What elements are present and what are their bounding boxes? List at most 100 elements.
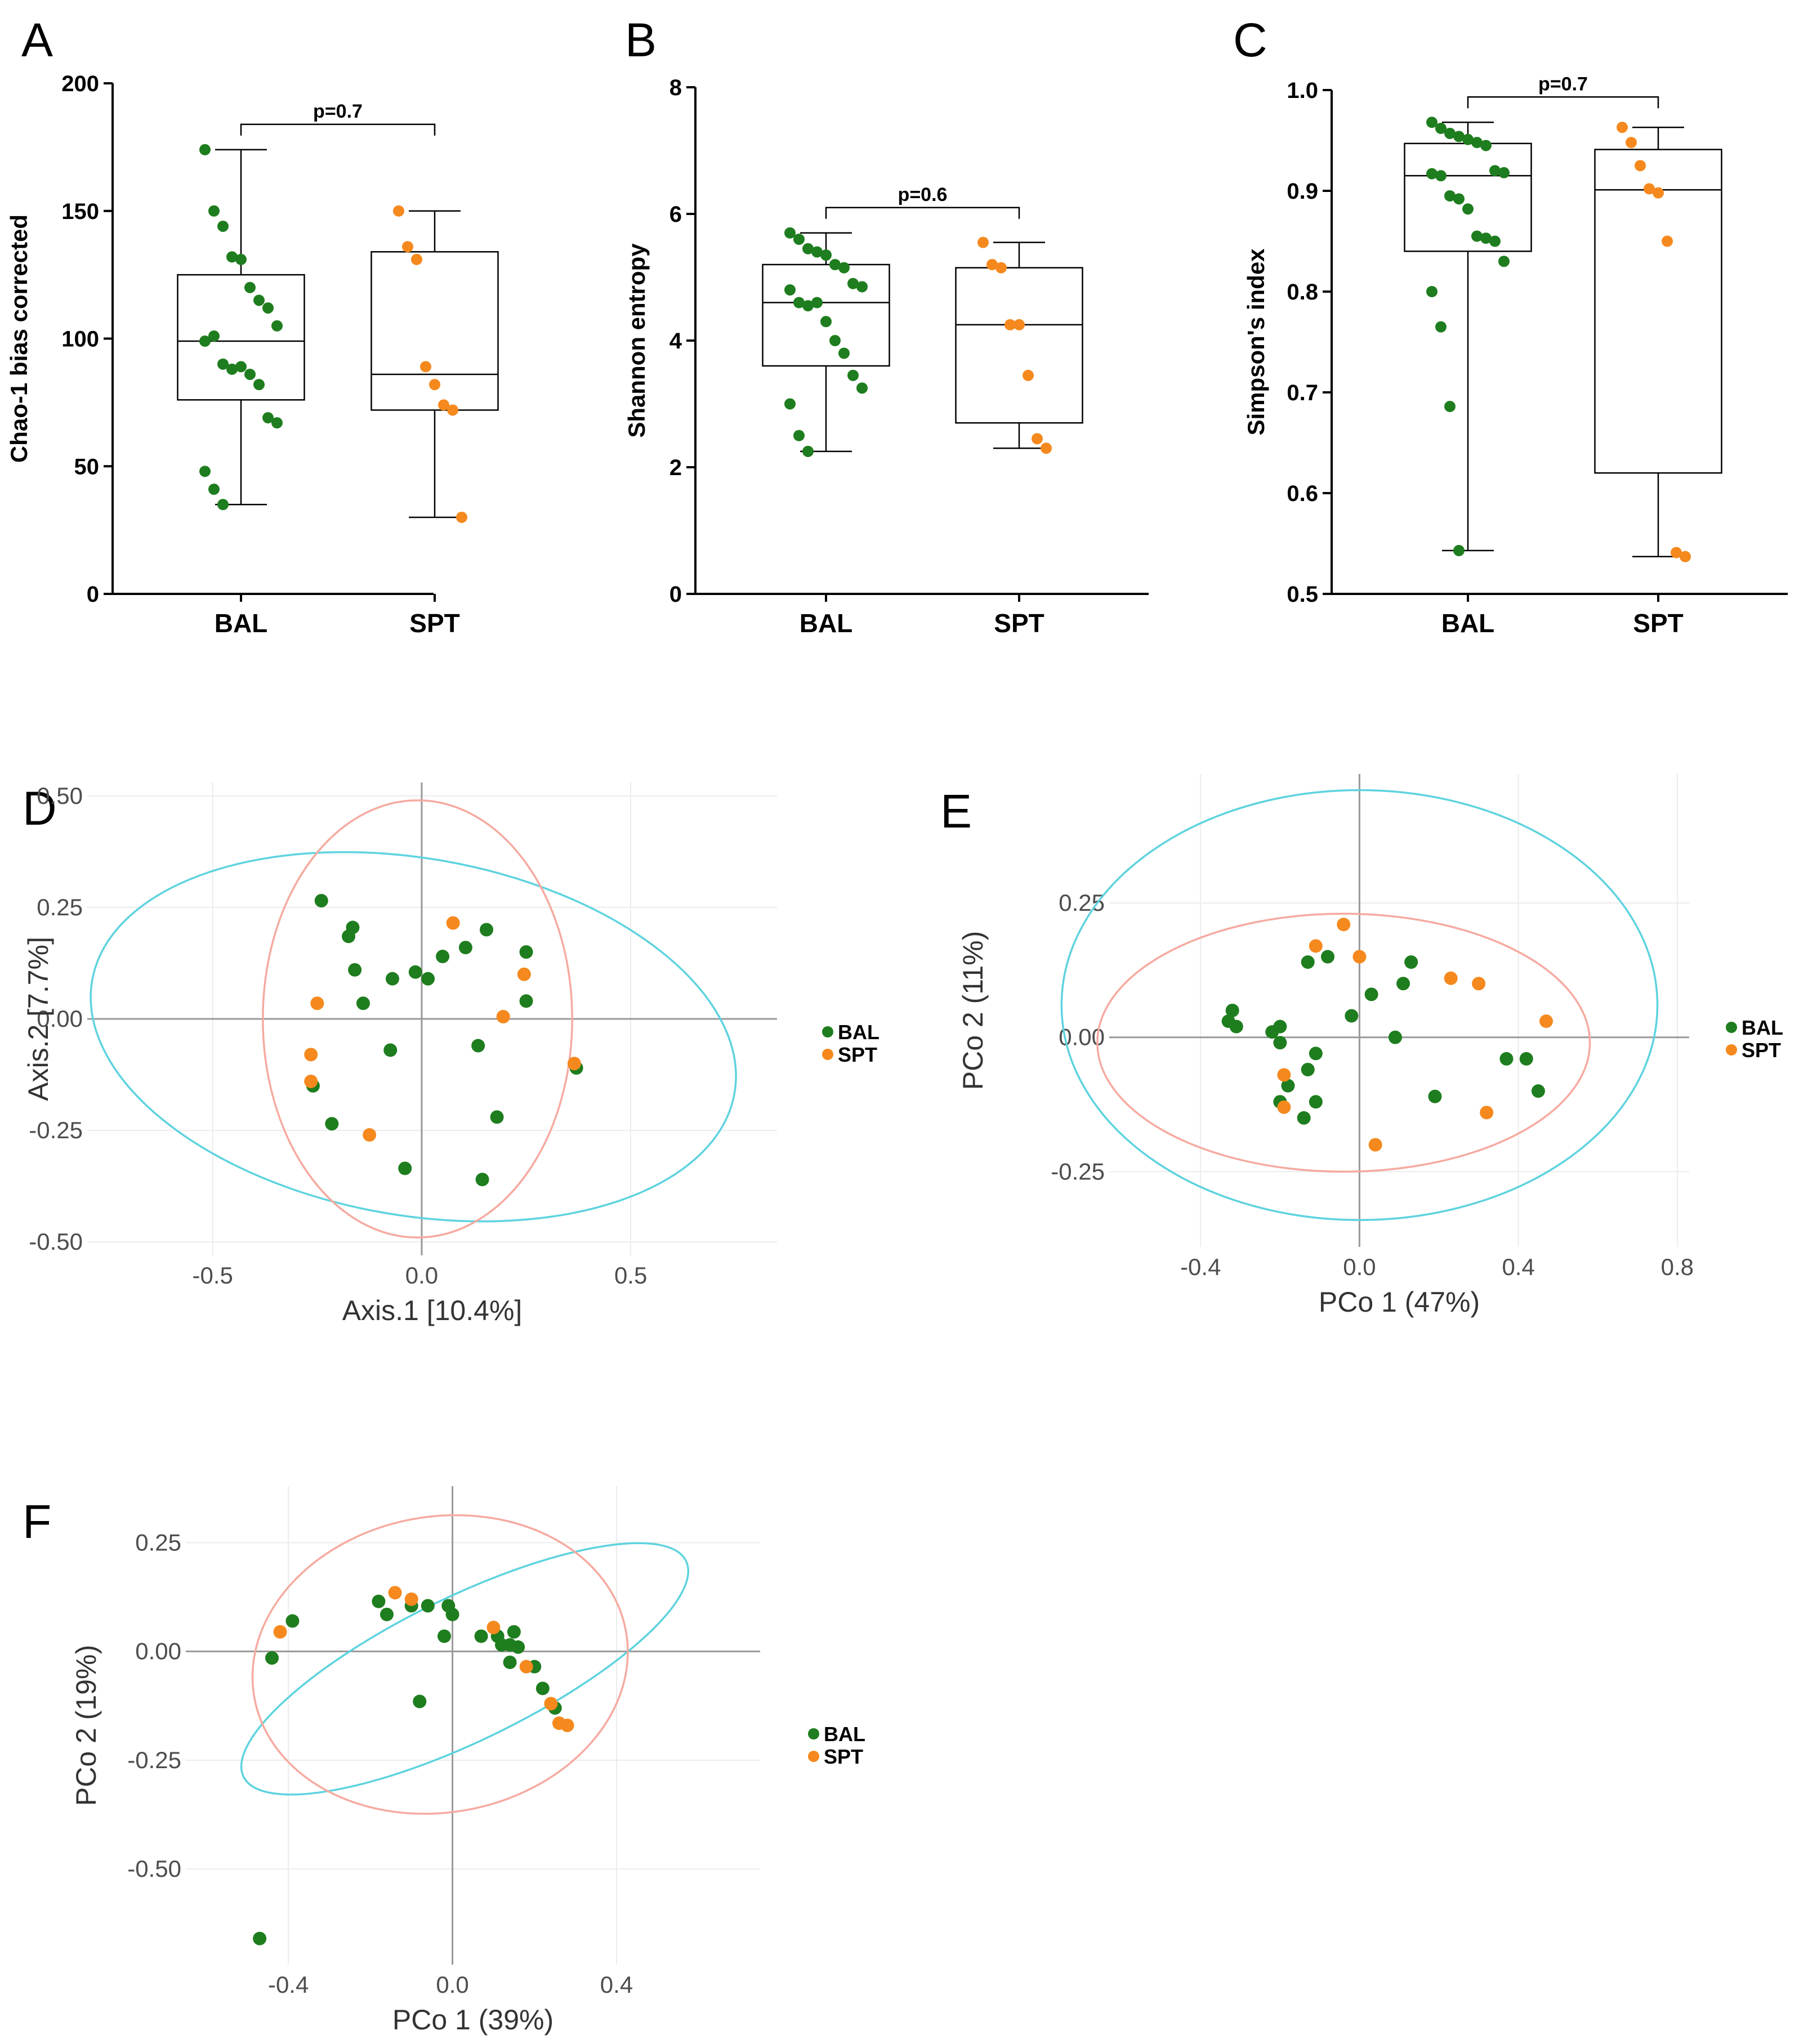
data-point-BAL	[519, 945, 533, 959]
y-tick-label: 6	[669, 202, 682, 227]
data-point-BAL	[838, 347, 850, 359]
y-axis-title: PCo 2 (11%)	[957, 931, 989, 1090]
legend-marker-SPT	[822, 1049, 833, 1060]
data-point-SPT	[486, 1621, 501, 1635]
data-point-SPT	[1277, 1100, 1291, 1114]
data-point-BAL	[253, 294, 265, 306]
data-point-BAL	[829, 259, 841, 270]
data-point-BAL	[856, 382, 868, 394]
data-point-BAL	[1462, 203, 1474, 215]
data-point-SPT	[1617, 122, 1628, 133]
data-point-SPT	[560, 1719, 574, 1732]
data-point-BAL	[1435, 123, 1447, 135]
data-point-BAL	[385, 972, 399, 986]
panel-B: B 0 2 4 6 8 Shannon entropy BAL SPT p=0.6	[623, 14, 1149, 638]
data-point-SPT	[456, 511, 467, 523]
data-point-BAL	[1453, 131, 1465, 142]
y-axis-title: PCo 2 (19%)	[70, 1645, 102, 1806]
data-point-BAL	[235, 361, 247, 373]
data-point-BAL	[398, 1161, 412, 1175]
x-tick-label: BAL	[800, 609, 853, 638]
y-tick-label: 1.0	[1287, 78, 1318, 103]
data-point-BAL	[1321, 950, 1335, 964]
panel-label: B	[625, 14, 657, 66]
ellipse-BAL	[90, 851, 737, 1223]
data-point-BAL	[208, 484, 220, 495]
y-tick-label: 150	[61, 199, 99, 224]
data-point-SPT	[1041, 442, 1052, 454]
y-tick-label: 0.7	[1287, 381, 1318, 405]
data-point-BAL	[1297, 1111, 1311, 1125]
data-point-BAL	[253, 1931, 267, 1945]
data-point-BAL	[244, 368, 256, 380]
y-tick-label: 2	[669, 455, 682, 480]
data-point-BAL	[265, 1651, 279, 1665]
box-BAL	[177, 274, 305, 401]
data-point-BAL	[1426, 117, 1438, 128]
data-point-BAL	[1489, 235, 1501, 247]
data-point-BAL	[784, 284, 796, 296]
data-point-SPT	[1005, 319, 1016, 330]
data-point-BAL	[820, 249, 832, 261]
data-point-BAL	[535, 1681, 550, 1696]
data-point-BAL	[372, 1594, 386, 1608]
data-point-BAL	[793, 234, 805, 245]
p-value: p=0.6	[898, 184, 948, 205]
data-point-BAL	[408, 965, 422, 979]
data-point-SPT	[1644, 183, 1655, 195]
panel-label: E	[940, 785, 972, 838]
p-value: p=0.7	[1538, 73, 1588, 95]
data-point-BAL	[1519, 1052, 1533, 1066]
data-point-SPT	[420, 361, 431, 373]
x-tick-label: SPT	[994, 609, 1044, 638]
data-point-BAL	[226, 363, 238, 375]
legend-label-SPT: SPT	[1742, 1039, 1781, 1062]
data-point-BAL	[1309, 1046, 1323, 1061]
data-point-BAL	[1364, 987, 1378, 1001]
box-SPT	[955, 267, 1083, 424]
data-point-BAL	[208, 205, 220, 217]
data-point-BAL	[1229, 1019, 1243, 1034]
y-tick-label: 200	[61, 71, 99, 96]
data-point-BAL	[1404, 955, 1418, 969]
x-tick-label: BAL	[215, 609, 268, 638]
data-point-BAL	[271, 417, 283, 429]
y-tick-label: -0.50	[127, 1855, 181, 1882]
legend-marker-SPT	[808, 1751, 819, 1762]
data-point-BAL	[199, 336, 211, 347]
data-point-SPT	[517, 967, 531, 981]
data-point-BAL	[1396, 977, 1410, 991]
data-point-BAL	[474, 1629, 488, 1643]
x-tick-label: -0.4	[268, 1971, 309, 1998]
data-point-BAL	[802, 300, 814, 312]
data-point-BAL	[380, 1607, 394, 1621]
x-tick-label: SPT	[1633, 609, 1683, 638]
data-point-BAL	[1480, 232, 1492, 244]
data-point-BAL	[1426, 168, 1438, 180]
panel-F: F -0.4 0.0 0.4 -0.50 -0.25 0.00 0.25 PCo 1 (39%)…	[23, 1486, 865, 2036]
x-tick-label: BAL	[1441, 609, 1495, 638]
data-point-BAL	[348, 963, 362, 977]
panel-C: C 0.5 0.6 0.7 0.8 0.9 1.0 Simpson's index BAL SPT…	[1233, 14, 1788, 638]
legend-label-BAL: BAL	[838, 1021, 880, 1044]
y-axis-title: Chao-1 bias corrected	[6, 214, 32, 463]
data-point-BAL	[802, 243, 814, 254]
data-point-BAL	[1281, 1079, 1295, 1093]
data-point-SPT	[388, 1586, 402, 1600]
data-point-BAL	[1498, 256, 1510, 267]
data-point-BAL	[1444, 127, 1456, 139]
x-tick-label: 0.4	[1502, 1254, 1534, 1280]
data-point-BAL	[1444, 401, 1456, 413]
data-point-SPT	[402, 241, 413, 253]
panel-D: D -0.5 0.0 0.5 -0.50 -0.25 0.00 0.25 0.50 Axis.1 …	[23, 782, 880, 1326]
data-point-SPT	[1671, 547, 1682, 558]
data-point-SPT	[1023, 369, 1034, 381]
data-point-BAL	[519, 994, 533, 1008]
legend-label-BAL: BAL	[1742, 1016, 1783, 1039]
significance-bracket	[1467, 96, 1659, 109]
data-point-BAL	[217, 499, 229, 511]
data-point-BAL	[1301, 1063, 1315, 1076]
